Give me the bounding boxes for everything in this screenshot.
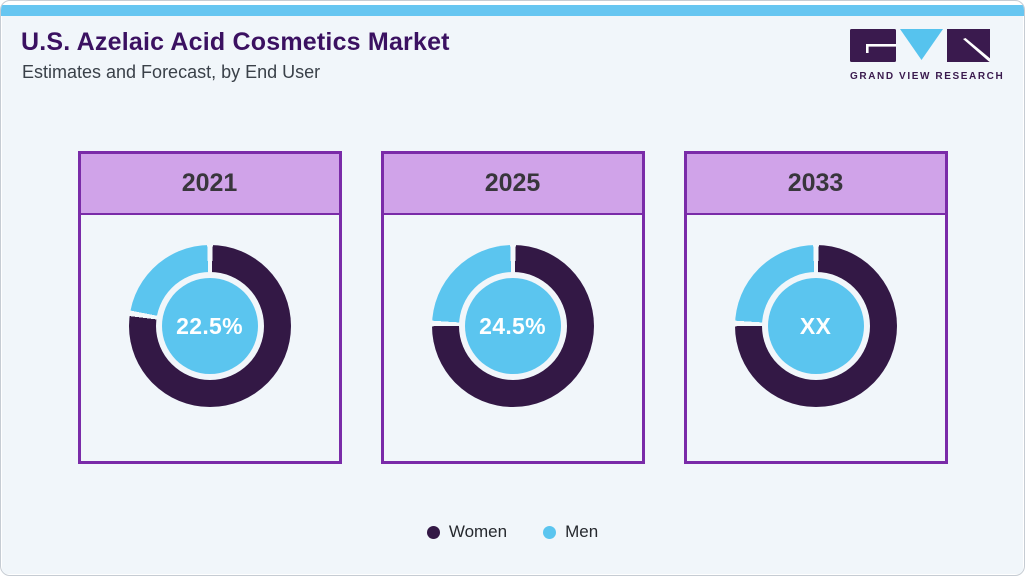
gvr-logo-icon xyxy=(850,29,993,62)
donut-center-label-2025: 24.5% xyxy=(464,278,561,374)
legend-label-men: Men xyxy=(565,522,599,541)
legend-dot-women xyxy=(426,525,440,539)
year-panel-2033: 2033 XX xyxy=(683,151,948,464)
year-panel-2021: 2021 22.5% xyxy=(77,151,342,464)
gvr-logo-text: GRAND VIEW RESEARCH xyxy=(850,71,1005,82)
legend-item-women: Women xyxy=(426,522,508,542)
donut-chart-2033: XX xyxy=(734,245,897,407)
top-accent-bar xyxy=(1,5,1024,16)
legend-item-men: Men xyxy=(543,522,598,542)
legend-label-women: Women xyxy=(448,522,508,541)
legend: Women Men xyxy=(2,522,1023,542)
panel-body-2033: XX xyxy=(687,215,945,464)
legend-dot-men xyxy=(543,525,557,539)
panel-body-2021: 22.5% xyxy=(81,215,339,464)
panel-year-header-2025: 2025 xyxy=(383,154,642,215)
donut-chart-2025: 24.5% xyxy=(431,245,594,407)
donut-center-label-2033: XX xyxy=(767,278,864,374)
page-title: U.S. Azelaic Acid Cosmetics Market xyxy=(21,28,450,56)
year-panels: 2021 22.5% 2025 24.5% xyxy=(2,151,1023,464)
page-subtitle: Estimates and Forecast, by End User xyxy=(22,62,321,82)
gvr-logo: GRAND VIEW RESEARCH xyxy=(850,29,1005,82)
title-block: U.S. Azelaic Acid Cosmetics Market Estim… xyxy=(2,16,1023,83)
main-area: U.S. Azelaic Acid Cosmetics Market Estim… xyxy=(2,16,1023,574)
donut-center-label-2021: 22.5% xyxy=(161,278,258,374)
donut-chart-2021: 22.5% xyxy=(128,245,291,407)
panel-year-header-2021: 2021 xyxy=(80,154,339,215)
panel-year-header-2033: 2033 xyxy=(686,154,945,215)
year-panel-2025: 2025 24.5% xyxy=(380,151,645,464)
panel-body-2025: 24.5% xyxy=(384,215,642,464)
